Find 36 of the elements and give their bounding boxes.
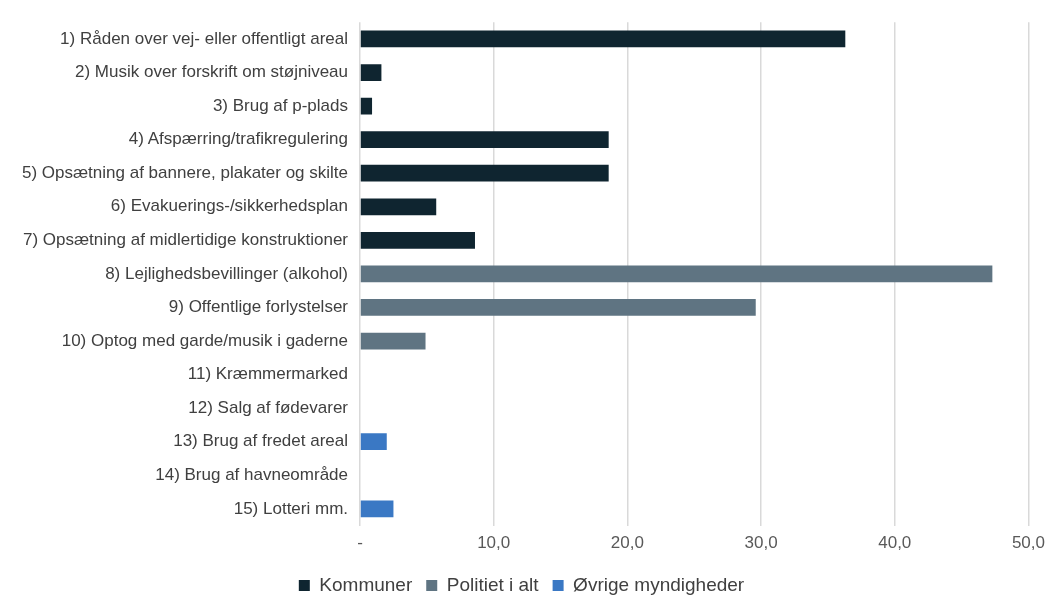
y-tick-label: 10) Optog med garde/musik i gaderne — [61, 330, 349, 350]
x-tick-label: 50,0 — [1011, 533, 1045, 553]
y-tick-label: 15) Lotteri mm. — [233, 498, 349, 518]
x-tick-label: 20,0 — [610, 533, 644, 553]
x-tick-label: 30,0 — [744, 533, 778, 553]
bar — [360, 64, 382, 81]
y-tick-label: 13) Brug af fredet areal — [173, 431, 349, 451]
y-tick-label: 2) Musik over forskrift om støjniveau — [75, 62, 349, 82]
bar — [360, 30, 846, 48]
y-tick-label: 6) Evakuerings-/sikkerhedsplan — [110, 196, 349, 216]
bar — [360, 198, 437, 216]
bar — [360, 265, 993, 283]
bar — [360, 433, 387, 451]
bar — [360, 131, 609, 149]
legend-label: Kommuner — [319, 573, 413, 595]
y-tick-label: 11) Kræmmermarked — [187, 364, 349, 384]
y-tick-label: 3) Brug af p-plads — [212, 95, 349, 115]
legend-label: Politiet i alt — [446, 573, 540, 595]
bar — [360, 332, 426, 350]
x-tick-label: 40,0 — [878, 533, 912, 553]
y-tick-label: 5) Opsætning af bannere, plakater og skilte — [21, 162, 349, 182]
y-tick-label: 4) Afspærring/trafikregulering — [128, 129, 349, 149]
bar — [360, 97, 373, 115]
y-tick-label: 9) Offentlige forlystelser — [168, 297, 349, 317]
bar — [360, 299, 756, 316]
x-tick-label: 10,0 — [477, 533, 511, 553]
y-tick-label: 8) Lejlighedsbevillinger (alkohol) — [105, 263, 349, 283]
y-tick-label: 7) Opsætning af midlertidige konstruktioner — [22, 230, 349, 250]
y-tick-label: 1) Råden over vej- eller offentligt areal — [60, 28, 349, 48]
bar — [360, 231, 475, 249]
x-tick-label: - — [357, 533, 363, 553]
y-tick-label: 12) Salg af fødevarer — [188, 397, 349, 417]
legend-label: Øvrige myndigheder — [573, 573, 745, 595]
y-tick-label: 14) Brug af havneområde — [155, 464, 349, 484]
bar — [360, 164, 609, 182]
bar — [360, 500, 394, 518]
